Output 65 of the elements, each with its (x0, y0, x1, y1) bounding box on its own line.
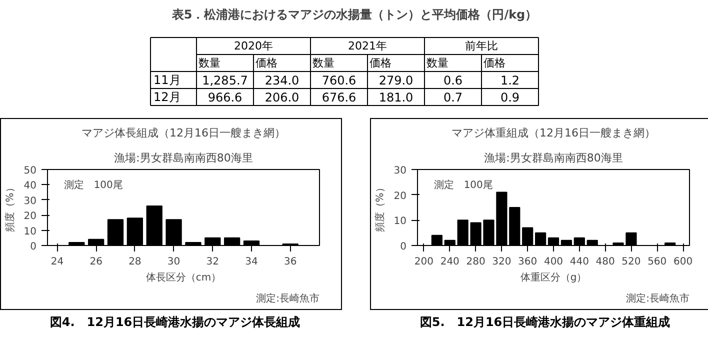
x-axis-title: 体長区分（cm） (146, 272, 222, 284)
y-tick-label: 30 (24, 196, 37, 207)
y-tick-label: 50 (24, 166, 37, 176)
y-tick-label: 20 (394, 190, 407, 202)
data-label: 1.2 (500, 74, 520, 88)
chart-title: マアジ体重組成（12月16日一艘まき網） (452, 126, 656, 140)
x-tick-label: 24 (50, 256, 64, 268)
x-tick-label: 520 (622, 256, 641, 268)
x-tick-label: 320 (492, 256, 512, 268)
y-tick-label: 10 (394, 216, 407, 228)
x-tick-label: 34 (245, 256, 258, 268)
y-axis-title: 頻度（%） (374, 182, 386, 232)
chart-subtitle: 漁場:男女群島南南西80海里 (114, 152, 253, 164)
x-tick-label: 26 (90, 256, 102, 268)
annotation: 測定 100尾 (434, 178, 493, 191)
x-tick-label: 価格 (484, 56, 506, 70)
data-label: 760.6 (322, 74, 356, 88)
data-label: 0.9 (500, 90, 520, 104)
data-label: 279.0 (378, 74, 414, 88)
x-tick-label: 価格 (370, 56, 392, 70)
data-label: 206.0 (264, 90, 300, 104)
y-tick-label: 10 (24, 226, 37, 238)
y-tick-label: 12月 (154, 90, 181, 104)
y-tick-label: 40 (24, 180, 37, 192)
data-label: 966.6 (208, 90, 242, 104)
data-label: 234.0 (264, 74, 300, 88)
data-label: 0.6 (443, 74, 463, 88)
text: 測定:長崎魚市 (626, 292, 690, 304)
x-tick-label: 440 (570, 256, 589, 268)
x-tick-label: 36 (284, 256, 297, 268)
y-tick-label: 0 (30, 242, 37, 252)
y-axis-title: 頻度（%） (4, 182, 16, 232)
caption: 図4. 12月16日長崎港水揚のマアジ体長組成 (50, 314, 300, 331)
x-tick-label: 200 (414, 256, 434, 268)
x-tick-label: 価格 (256, 56, 278, 70)
x-tick-label: 360 (518, 256, 538, 268)
y-tick-label: 20 (24, 211, 37, 222)
y-tick-label: 11月 (154, 73, 181, 87)
caption: 図5. 12月16日長崎港水揚のマアジ体重組成 (420, 314, 670, 331)
x-tick-label: 数量 (426, 56, 448, 70)
data-label: 1,285.7 (202, 74, 248, 88)
x-tick-label: 28 (128, 256, 142, 268)
data-label: 676.6 (322, 90, 356, 104)
x-tick-label: 400 (544, 256, 564, 268)
x-tick-label: 32 (206, 256, 220, 268)
data-label: 181.0 (378, 90, 414, 104)
annotation: 測定 100尾 (64, 178, 123, 191)
y-tick-label: 30 (394, 166, 407, 176)
data-label: 0.7 (443, 90, 463, 104)
x-axis-title: 体重区分（g） (520, 272, 587, 284)
text: 2020年 (234, 40, 274, 52)
x-tick-label: 280 (466, 256, 486, 268)
chart-title: 表5．松浦港におけるマアジの水揚量（トン）と平均価格（円/kg） (170, 8, 538, 22)
text: 測定:長崎魚市 (256, 292, 320, 304)
x-tick-label: 480 (596, 256, 615, 268)
x-tick-label: 560 (648, 256, 667, 268)
y-tick-label: 0 (400, 242, 407, 252)
text: 2021年 (348, 40, 388, 52)
chart-title: マアジ体長組成（12月16日一艘まき網） (82, 126, 286, 140)
x-tick-label: 数量 (198, 56, 220, 70)
x-tick-label: 600 (673, 256, 693, 268)
text: 前年比 (465, 40, 498, 52)
chart-subtitle: 漁場:男女群島南南西80海里 (484, 152, 623, 164)
x-tick-label: 240 (440, 256, 460, 268)
x-tick-label: 数量 (312, 56, 334, 70)
